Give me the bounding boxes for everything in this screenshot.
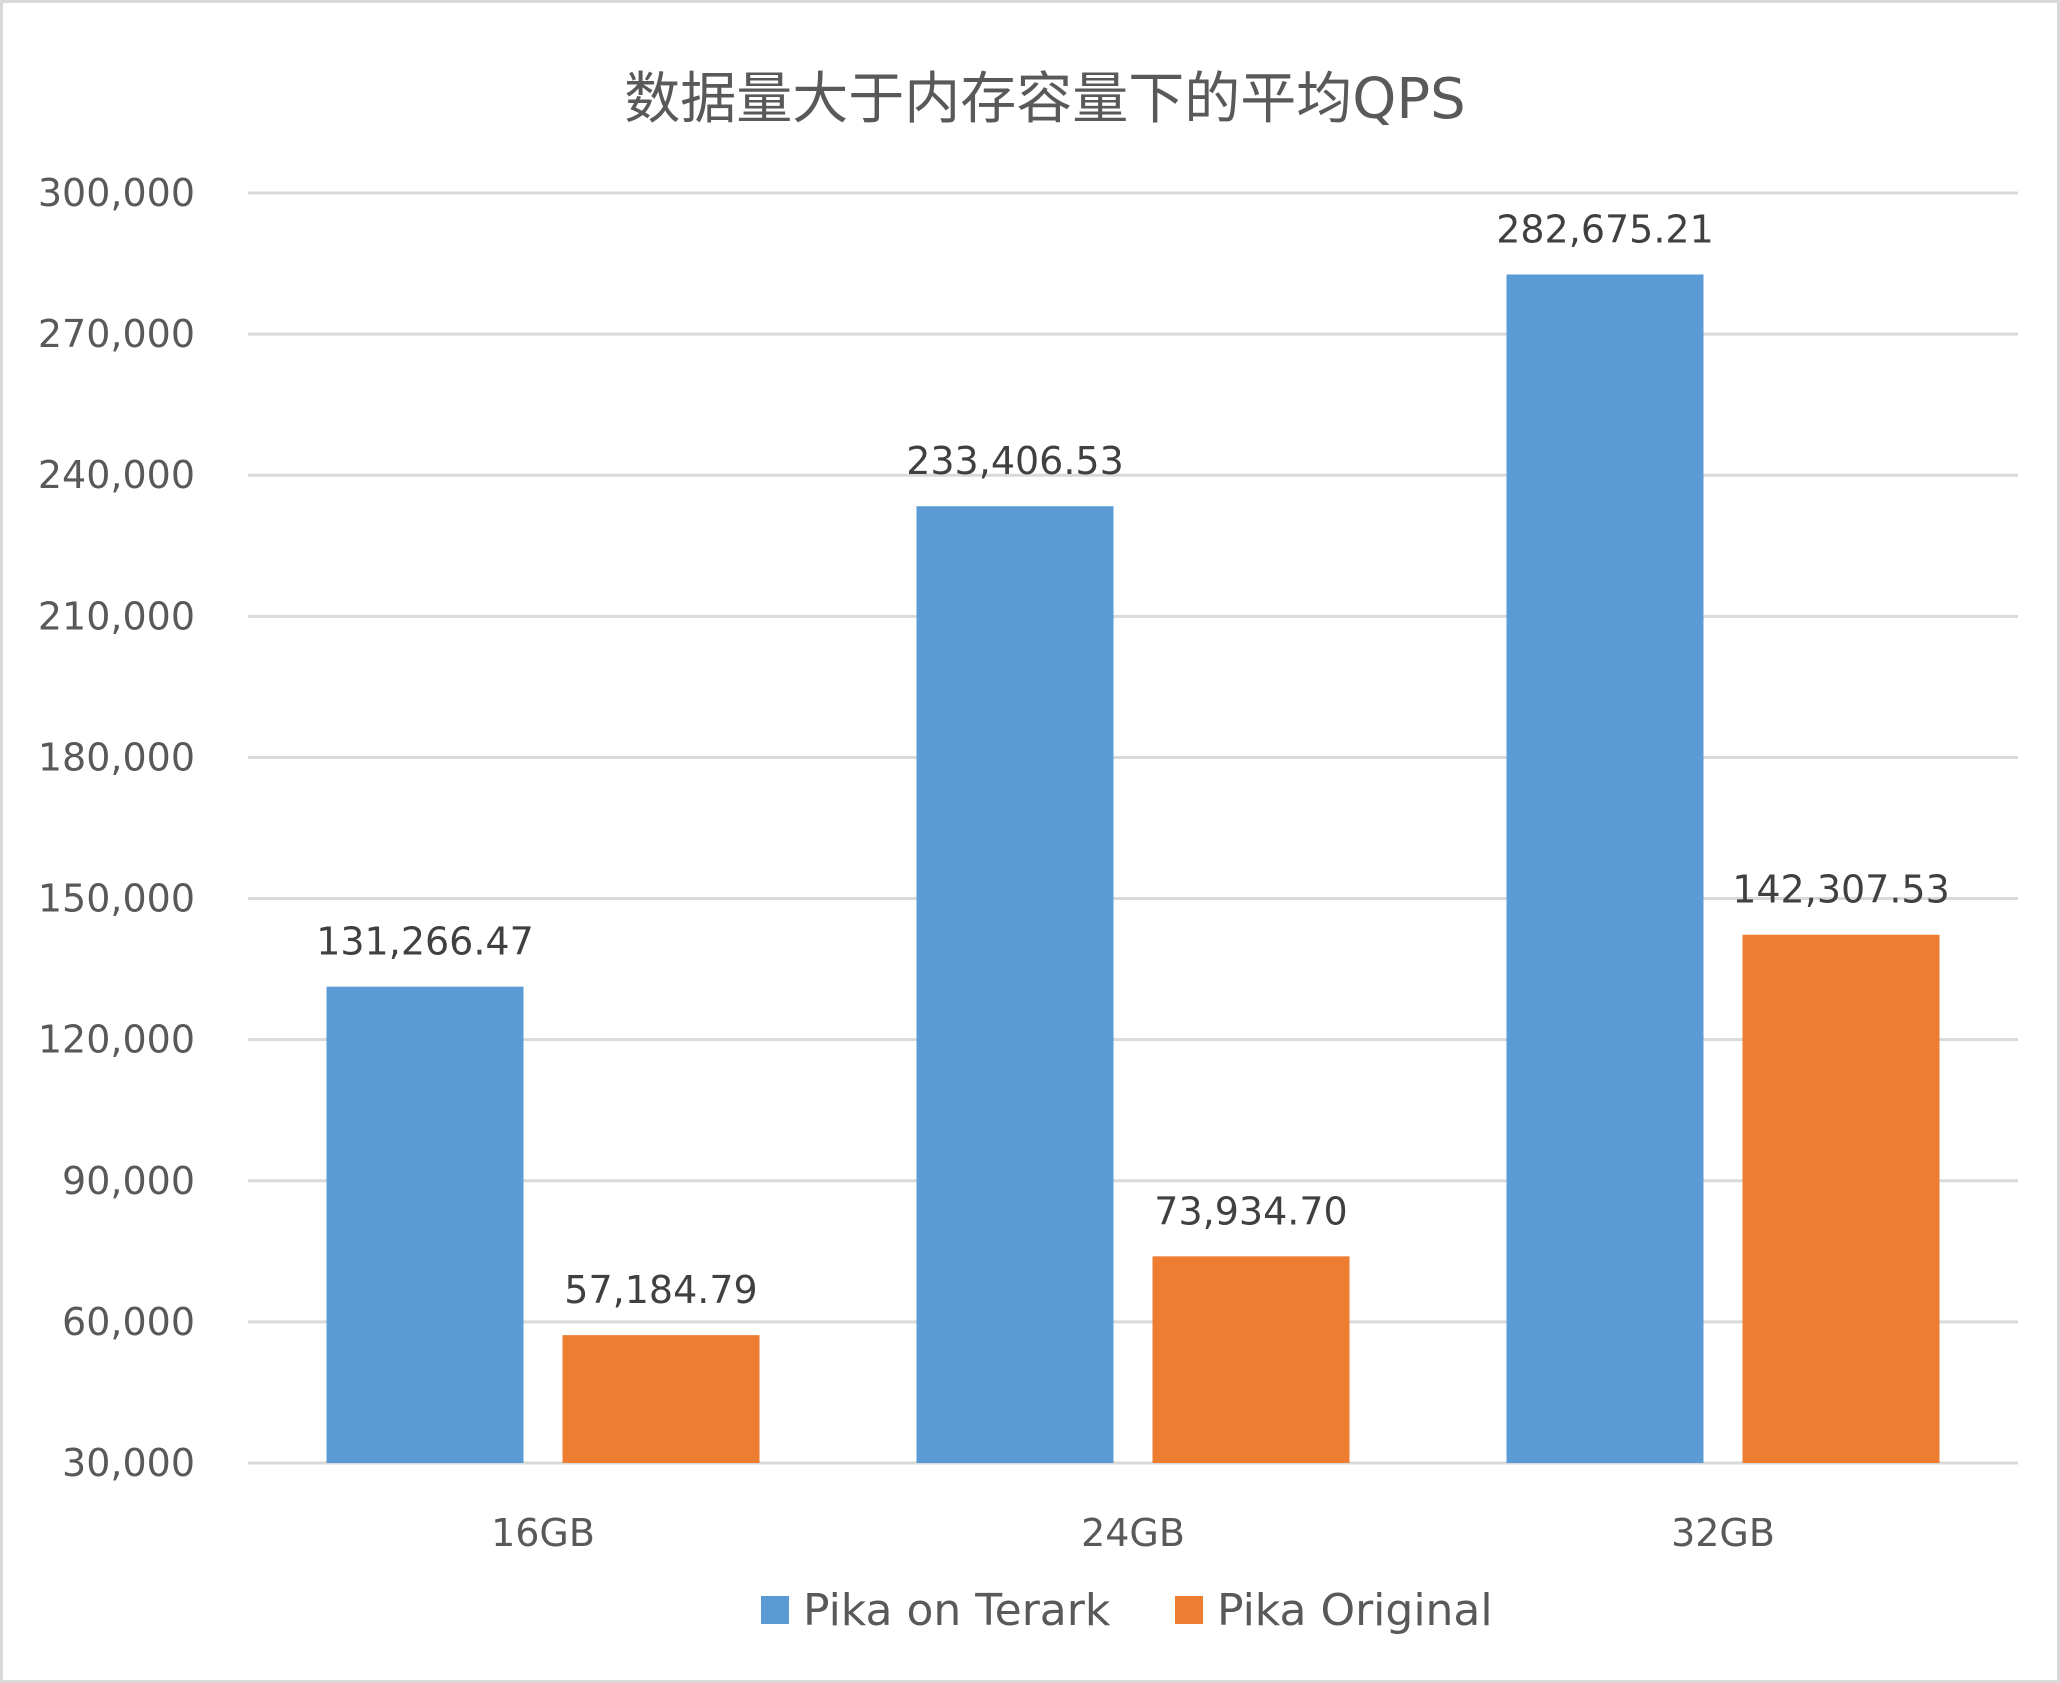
bar-pika-on-terark-16gb <box>326 986 524 1463</box>
y-tick-label-150000: 150,000 <box>38 877 195 921</box>
gridlines <box>248 191 2018 1465</box>
legend: Pika on Terark Pika Original <box>761 1585 1493 1636</box>
bar-chart: 数据量大于内存容量下的平均QPS 30,000 60,000 90,000 120,0… <box>38 67 2018 1636</box>
x-axis-tick-labels: 16GB 24GB 32GB <box>491 1511 1775 1555</box>
legend-label-pika-on-terark: Pika on Terark <box>803 1585 1111 1636</box>
y-axis-tick-labels: 30,000 60,000 90,000 120,000 150,000 180,000 2… <box>38 171 195 1485</box>
y-tick-label-300000: 300,000 <box>38 171 195 215</box>
data-labels: 131,266.47 57,184.79 233,406.53 73,934.70 28… <box>316 207 1950 1312</box>
data-label-pika-on-terark-24gb: 233,406.53 <box>906 439 1124 483</box>
data-label-pika-original-32gb: 142,307.53 <box>1732 868 1950 912</box>
y-tick-label-30000: 30,000 <box>62 1441 195 1485</box>
y-tick-label-210000: 210,000 <box>38 594 195 638</box>
legend-swatch-pika-original <box>1175 1596 1203 1624</box>
y-tick-label-240000: 240,000 <box>38 453 195 497</box>
data-label-pika-original-16gb: 57,184.79 <box>564 1268 757 1312</box>
x-tick-label-32gb: 32GB <box>1671 1511 1775 1555</box>
legend-swatch-pika-on-terark <box>761 1596 789 1624</box>
data-label-pika-on-terark-16gb: 131,266.47 <box>316 920 534 964</box>
bar-pika-on-terark-24gb <box>916 506 1114 1463</box>
bars <box>326 274 1940 1463</box>
legend-label-pika-original: Pika Original <box>1217 1585 1493 1636</box>
bar-pika-original-32gb <box>1742 934 1940 1463</box>
y-tick-label-270000: 270,000 <box>38 312 195 356</box>
y-tick-label-90000: 90,000 <box>62 1159 195 1203</box>
bar-pika-original-16gb <box>562 1335 760 1463</box>
bar-pika-original-24gb <box>1152 1256 1350 1463</box>
chart-title: 数据量大于内存容量下的平均QPS <box>624 67 1465 132</box>
bar-pika-on-terark-32gb <box>1506 274 1704 1463</box>
y-tick-label-120000: 120,000 <box>38 1018 195 1062</box>
y-tick-label-60000: 60,000 <box>62 1300 195 1344</box>
data-label-pika-on-terark-32gb: 282,675.21 <box>1496 207 1714 251</box>
x-tick-label-24gb: 24GB <box>1081 1511 1185 1555</box>
x-tick-label-16gb: 16GB <box>491 1511 595 1555</box>
y-tick-label-180000: 180,000 <box>38 735 195 779</box>
data-label-pika-original-24gb: 73,934.70 <box>1154 1189 1347 1233</box>
